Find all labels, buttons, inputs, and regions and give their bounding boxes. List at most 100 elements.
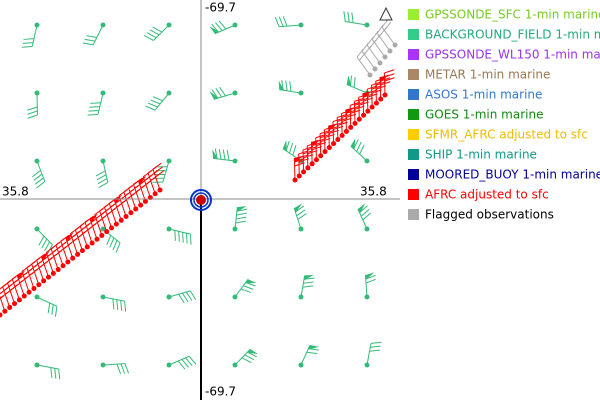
- barb-dot: [89, 240, 95, 246]
- barb-dot: [100, 90, 106, 96]
- legend-swatch: [408, 129, 419, 140]
- center-dot: [196, 195, 206, 205]
- barb-dot: [298, 90, 304, 96]
- barb-tick: [41, 238, 48, 249]
- barb-staff: [36, 259, 45, 282]
- barb-dot: [109, 225, 115, 231]
- barb-tick: [292, 145, 297, 156]
- barb-tick: [115, 242, 121, 253]
- barb-dot: [305, 165, 311, 171]
- barb-tick: [177, 360, 186, 370]
- barb-tick: [236, 212, 247, 216]
- barb-dot: [352, 120, 358, 126]
- legend-label: GPSSONDE_WL150 1-min marine: [425, 48, 600, 62]
- barb-tick: [153, 166, 163, 174]
- barb-tick: [384, 77, 395, 82]
- wind-barb: [232, 206, 248, 232]
- barb-tick: [211, 89, 219, 99]
- barb-dot: [298, 22, 304, 28]
- barb-tick: [116, 363, 122, 375]
- barb-tick: [188, 355, 197, 365]
- barb-tick: [370, 341, 382, 344]
- legend-swatch: [408, 89, 419, 100]
- barb-tick: [189, 234, 192, 245]
- barb-dot: [2, 308, 8, 314]
- wind-barb: [60, 234, 73, 265]
- barb-tick: [36, 181, 46, 189]
- barb-dot: [142, 198, 148, 204]
- barb-flag: [209, 26, 220, 34]
- barb-tick: [112, 298, 115, 310]
- barb-staff: [11, 278, 20, 301]
- barb-staff: [97, 92, 104, 115]
- barb-tick: [23, 38, 35, 40]
- wind-barb: [27, 90, 40, 119]
- barb-dot: [34, 362, 40, 368]
- barb-staff: [300, 275, 306, 298]
- barb-tick: [116, 299, 119, 311]
- barb-tick: [353, 139, 359, 150]
- barb-staff: [40, 256, 49, 278]
- barb-dot: [45, 274, 51, 280]
- barb-tick: [380, 81, 391, 86]
- barb-dot: [372, 66, 378, 72]
- legend-swatch: [408, 209, 419, 220]
- barb-dot: [232, 226, 238, 232]
- barb-staff: [2, 286, 11, 308]
- barb-dot: [75, 251, 81, 257]
- barb-flag: [41, 251, 50, 262]
- legend-label: METAR 1-min marine: [425, 68, 550, 82]
- legend-swatch: [408, 109, 419, 120]
- barb-staff: [142, 176, 151, 198]
- barb-tick: [21, 45, 33, 48]
- barb-dot: [100, 22, 106, 28]
- barb-tick: [27, 110, 38, 115]
- barb-tick: [245, 282, 256, 287]
- barb-dot: [100, 226, 106, 232]
- barb-tick: [274, 16, 280, 27]
- barb-flag: [209, 91, 219, 100]
- barb-dot: [0, 312, 3, 318]
- barb-tick: [365, 274, 376, 280]
- barb-staff: [346, 84, 368, 94]
- barb-tick: [384, 73, 395, 78]
- barb-dot: [232, 362, 238, 368]
- lat-label: -69.7: [205, 1, 236, 15]
- barb-dot: [298, 226, 304, 232]
- wind-barb: [209, 20, 238, 35]
- wind-barb: [34, 294, 58, 317]
- barb-dot: [339, 132, 345, 138]
- barb-flag: [245, 279, 257, 284]
- barb-staff: [133, 184, 142, 206]
- barb-dot: [298, 362, 304, 368]
- barb-tick: [384, 21, 392, 31]
- barb-tick: [120, 363, 126, 374]
- barb-tick: [285, 140, 290, 152]
- barb-staff: [65, 237, 74, 259]
- barb-tick: [146, 32, 157, 39]
- barb-flag: [89, 213, 98, 224]
- barb-tick: [384, 69, 395, 74]
- barb-flag: [357, 203, 366, 214]
- barb-dot: [361, 112, 367, 118]
- barb-staff: [302, 149, 305, 172]
- barb-staff: [323, 129, 326, 152]
- wind-barb: [166, 355, 197, 370]
- barb-tick: [124, 301, 127, 312]
- barb-dot: [138, 202, 144, 208]
- barb-dot: [382, 54, 388, 60]
- wind-barb: [364, 341, 382, 368]
- barb-tick: [150, 99, 161, 105]
- barb-tick: [235, 220, 246, 224]
- barb-tick: [82, 42, 94, 46]
- legend-swatch: [408, 169, 419, 180]
- barb-dot: [166, 294, 172, 300]
- barb-dot: [26, 289, 32, 295]
- barb-flag: [0, 289, 1, 291]
- barb-staff: [55, 244, 64, 266]
- barb-staff: [336, 117, 339, 140]
- barb-staff: [89, 218, 98, 240]
- barb-staff: [341, 113, 343, 136]
